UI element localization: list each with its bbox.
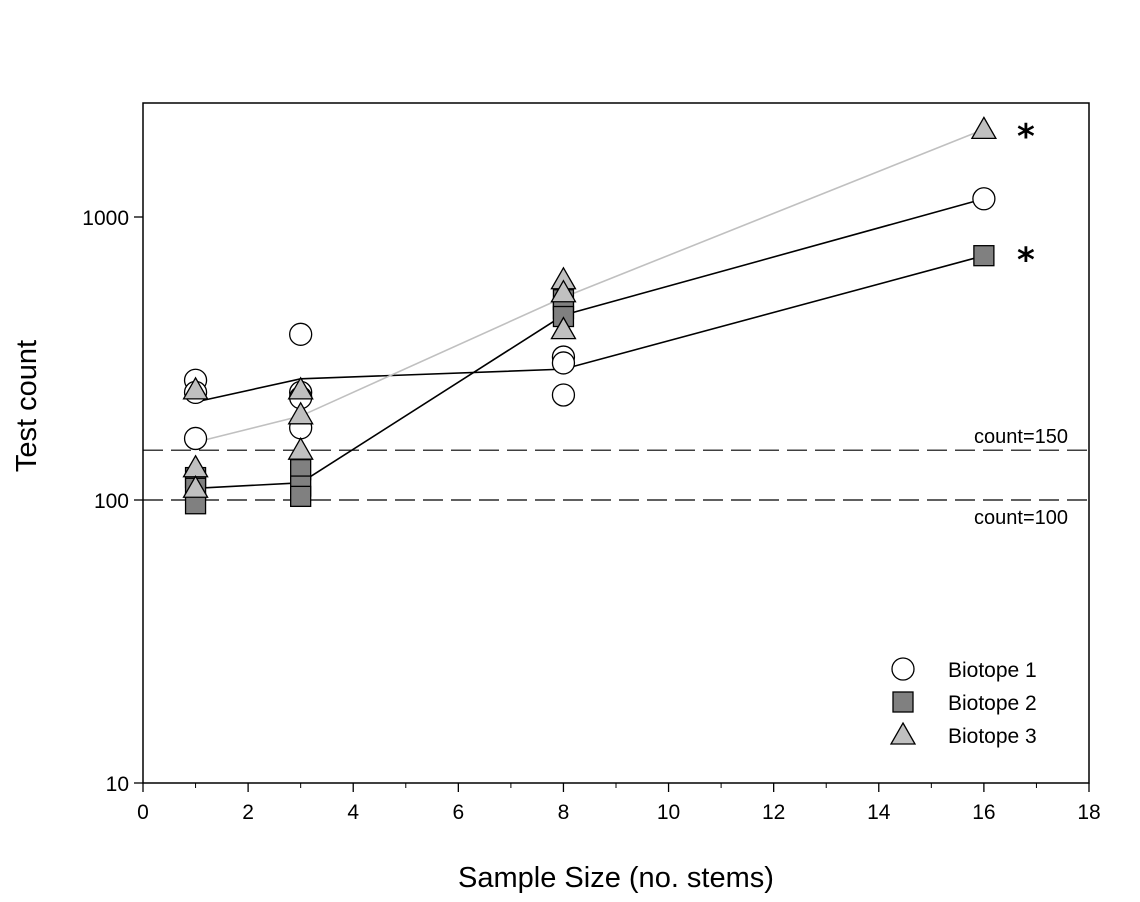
legend: Biotope 1 Biotope 2 Biotope 3 <box>889 657 1037 748</box>
x-tick-label: 0 <box>137 801 149 824</box>
data-point <box>182 474 209 498</box>
y-tick-label: 10 <box>106 773 129 796</box>
data-point <box>289 322 313 346</box>
x-axis-title: Sample Size (no. stems) <box>458 862 774 894</box>
data-point <box>550 279 577 303</box>
x-tick-label: 16 <box>972 801 995 824</box>
legend-label: Biotope 1 <box>948 659 1037 682</box>
data-point <box>972 187 996 211</box>
reference-line-label: count=150 <box>974 426 1068 448</box>
y-axis-title: Test count <box>11 340 43 472</box>
x-tick-label: 12 <box>762 801 785 824</box>
data-point <box>183 426 208 451</box>
legend-symbol <box>892 691 914 713</box>
data-point <box>551 351 576 375</box>
reference-line-label: count=100 <box>974 507 1068 529</box>
data-point <box>551 383 576 407</box>
data-point <box>182 376 209 400</box>
x-tick-label: 2 <box>242 801 254 824</box>
x-tick-label: 8 <box>558 801 570 824</box>
x-tick-label: 4 <box>347 801 359 824</box>
y-tick-label: 100 <box>94 490 129 513</box>
significance-marker: * <box>1017 117 1035 157</box>
y-tick-label: 1000 <box>82 207 129 230</box>
series-line <box>195 128 985 444</box>
data-point <box>287 376 314 400</box>
legend-symbol <box>889 721 917 745</box>
legend-symbol <box>891 657 915 681</box>
legend-label: Biotope 3 <box>948 725 1037 748</box>
x-tick-label: 10 <box>657 801 680 824</box>
data-point <box>550 316 577 340</box>
x-tick-label: 6 <box>452 801 464 824</box>
data-point <box>973 245 995 267</box>
data-point <box>287 401 314 425</box>
x-tick-label: 14 <box>867 801 891 824</box>
data-point <box>290 485 312 508</box>
significance-marker: * <box>1017 241 1035 281</box>
data-point <box>970 116 998 140</box>
x-tick-label: 18 <box>1077 801 1100 824</box>
series-line <box>195 197 985 490</box>
legend-label: Biotope 2 <box>948 692 1037 715</box>
series-line <box>195 254 985 403</box>
data-point <box>287 436 314 460</box>
